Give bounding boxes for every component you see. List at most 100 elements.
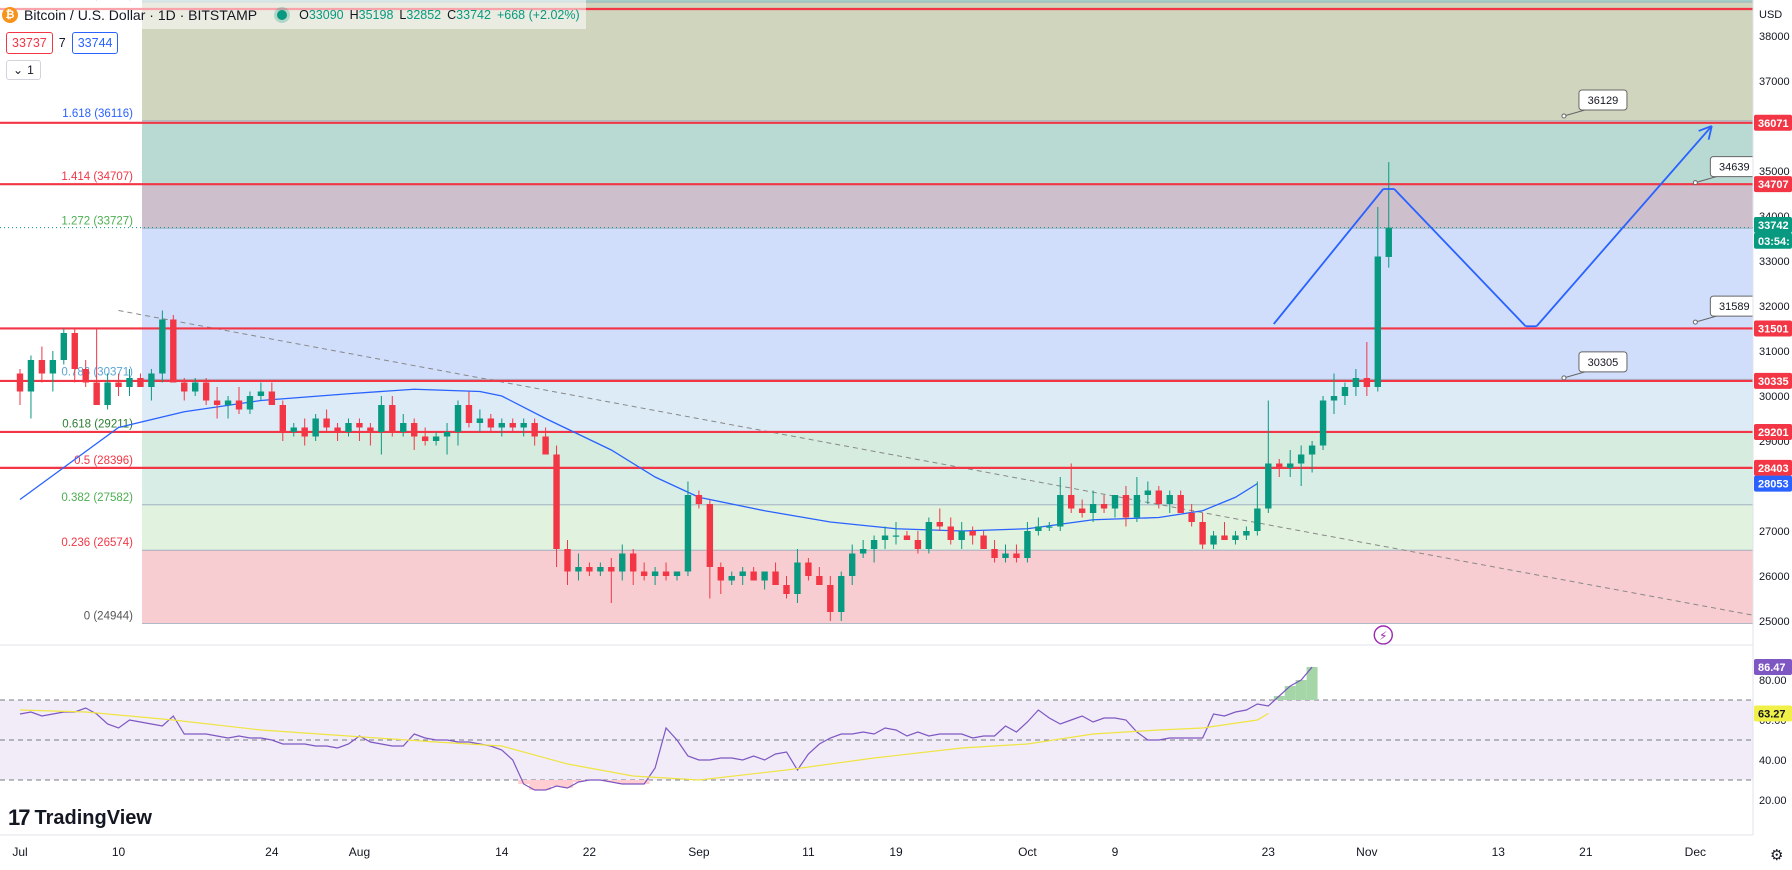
candle-body [1265, 463, 1272, 509]
fib-label: 0.382 (27582) [61, 492, 133, 504]
rsi-line [19, 666, 1313, 791]
candle [159, 310, 166, 383]
candle-body [246, 396, 254, 410]
candle [673, 571, 681, 581]
time-tick-label: 21 [1579, 845, 1593, 859]
candle-body [1308, 445, 1316, 455]
fib-zone-1.414 [142, 120, 1753, 185]
candle-body [1057, 495, 1064, 527]
gear-icon[interactable]: ⚙ [1770, 847, 1784, 864]
candle [1276, 459, 1283, 477]
candle [1385, 162, 1392, 268]
candle-body [148, 373, 155, 387]
candle-body [1166, 495, 1173, 504]
tradingview-logo[interactable]: 17 TradingView [8, 805, 152, 831]
ohlc-values: O33090 H35198 L32852 C33742 +668 (+2.02%… [299, 8, 580, 22]
candle [421, 427, 429, 446]
candle-body [323, 418, 330, 428]
candle-body [1100, 504, 1108, 509]
price-tag: 30335 [1754, 372, 1792, 389]
brand-name: TradingView [34, 806, 152, 829]
price-tick-label: 25000 [1759, 616, 1790, 628]
candle [695, 490, 703, 509]
candle [553, 445, 560, 567]
candle [334, 423, 341, 441]
candle-body [1385, 227, 1392, 257]
candle-body [16, 373, 24, 392]
candle [662, 562, 670, 581]
price-callout[interactable]: 34639 [1692, 156, 1759, 186]
candle [542, 427, 549, 455]
candle [1024, 522, 1031, 563]
market-status-icon[interactable] [277, 9, 288, 20]
fib-zone-1.272 [142, 184, 1753, 229]
projection-segment[interactable] [1535, 125, 1713, 327]
candle [443, 423, 451, 455]
candle [772, 562, 779, 585]
time-tick-label: Aug [349, 845, 370, 859]
candle [1068, 463, 1075, 513]
candle-body [838, 576, 845, 612]
candle [1221, 522, 1228, 540]
fib-zone-0.382 [142, 468, 1753, 505]
candle [498, 418, 505, 437]
candle-body [279, 405, 286, 432]
candle [1297, 445, 1305, 486]
fib-label: 0.5 (28396) [74, 455, 133, 467]
callout-text: 36129 [1588, 95, 1619, 107]
price-tick-label: 32000 [1759, 301, 1790, 313]
candle [630, 549, 637, 585]
sell-button[interactable]: 33737 [6, 32, 53, 54]
projection-segment[interactable] [1393, 188, 1527, 327]
fib-label: 0 (24944) [84, 611, 133, 623]
fib-zone-0.786 [142, 228, 1753, 380]
candle-body [159, 319, 166, 374]
price-tag: 29201 [1754, 423, 1792, 440]
candle-body [115, 382, 122, 387]
candle-body [1287, 463, 1294, 468]
currency-label[interactable]: USD [1759, 9, 1782, 21]
price-tag: 36071 [1754, 114, 1792, 131]
candle-body [695, 495, 703, 504]
candle [575, 553, 582, 581]
candle-body [684, 495, 692, 572]
candle [651, 567, 659, 585]
lightning-icon[interactable]: ⚡ [1373, 625, 1393, 645]
candle-body [1002, 553, 1009, 558]
candle-body [257, 391, 265, 396]
candle [1166, 490, 1173, 513]
symbol-title[interactable]: Bitcoin / U.S. Dollar · 1D · BITSTAMP [24, 6, 258, 23]
candle [1035, 517, 1042, 536]
bid-ask-quote: 33737 7 33744 [6, 32, 119, 54]
candle-body [1133, 495, 1141, 518]
candle-body [914, 540, 922, 549]
rsi-tick-label: 40.00 [1759, 755, 1787, 767]
projection-segment[interactable] [1273, 188, 1384, 325]
candle-body [728, 576, 735, 581]
candle [783, 576, 790, 599]
callout-pointer [1695, 315, 1717, 323]
candle-body [71, 333, 78, 369]
candle-body [750, 571, 757, 581]
candle-body [531, 423, 538, 437]
symbol-header[interactable]: ₿ Bitcoin / U.S. Dollar · 1D · BITSTAMP … [0, 0, 586, 29]
candle [958, 522, 965, 549]
price-callout[interactable]: 30305 [1561, 351, 1628, 381]
price-tick-label: 37000 [1759, 76, 1790, 88]
candle [925, 517, 933, 554]
candle [181, 378, 188, 401]
candle [1265, 400, 1272, 513]
buy-button[interactable]: 33744 [71, 32, 119, 54]
fib-label: 0.618 (29211) [62, 419, 133, 431]
candle-body [301, 427, 308, 437]
candle [816, 567, 823, 585]
price-callout[interactable]: 36129 [1561, 89, 1628, 119]
candle-body [739, 571, 746, 576]
callout-pointer [1695, 176, 1717, 184]
candle [367, 423, 374, 446]
indicators-toggle-button[interactable]: ⌄ 1 [6, 60, 41, 80]
candle-body [1221, 535, 1228, 540]
candle [739, 567, 746, 585]
candle-body [38, 360, 46, 374]
